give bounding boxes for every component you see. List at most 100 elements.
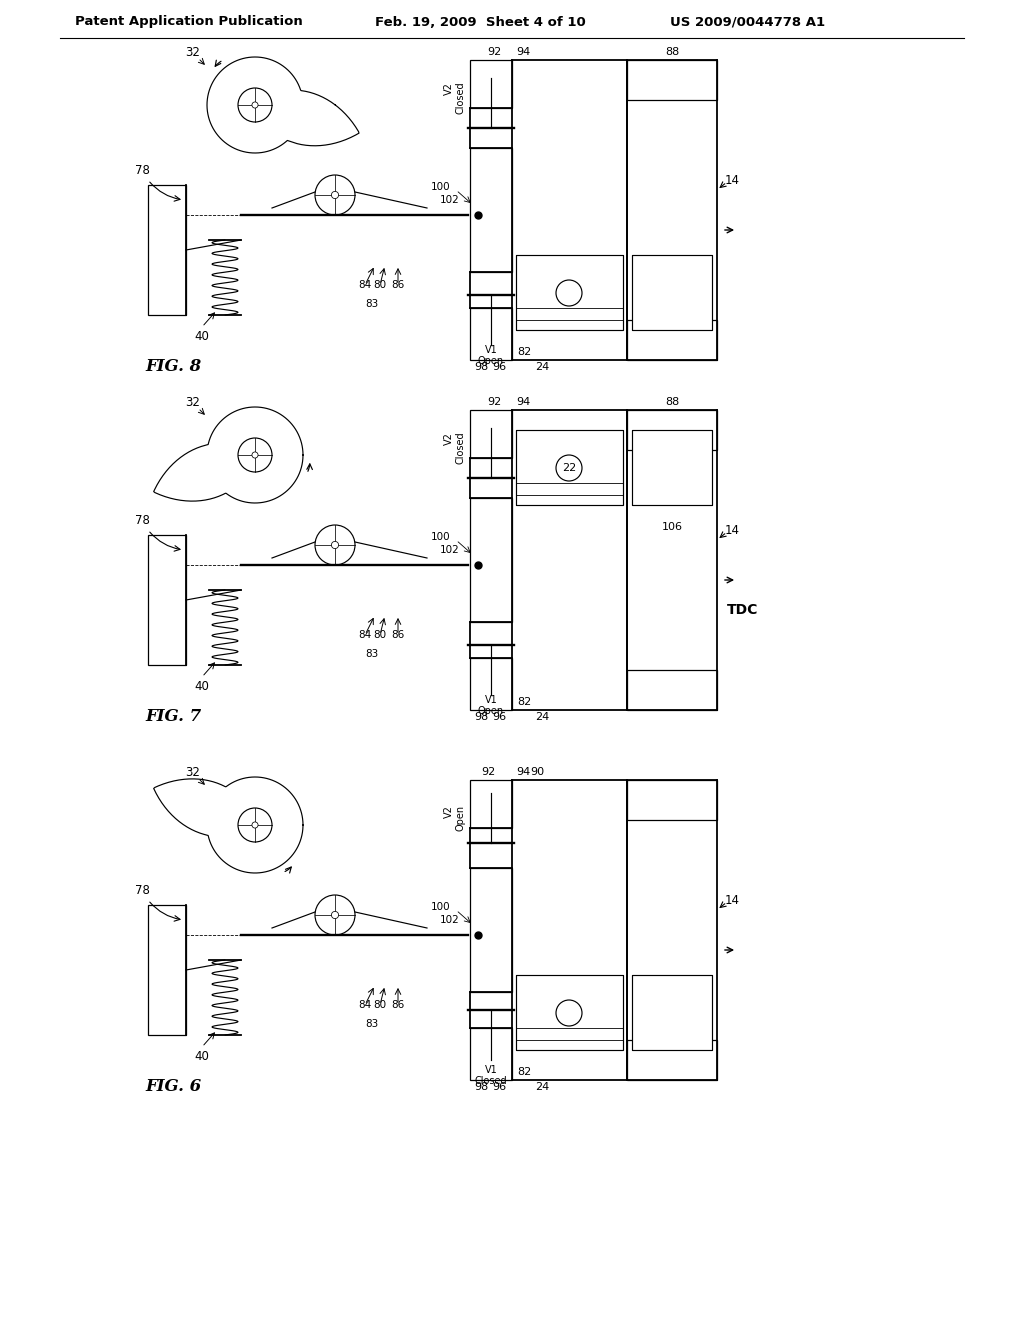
Bar: [632, 255, 712, 330]
Text: V1
Closed: V1 Closed: [475, 1065, 507, 1086]
Text: 84: 84: [358, 630, 372, 640]
Text: FIG. 6: FIG. 6: [145, 1078, 202, 1096]
Text: Patent Application Publication: Patent Application Publication: [75, 16, 303, 29]
Circle shape: [332, 191, 339, 198]
Text: 86: 86: [391, 280, 404, 290]
Text: 94: 94: [516, 397, 530, 407]
Bar: [516, 255, 623, 330]
Text: 98: 98: [474, 711, 488, 722]
Circle shape: [252, 451, 258, 458]
Text: 24: 24: [535, 711, 549, 722]
Text: 14: 14: [725, 173, 740, 186]
Bar: [470, 498, 512, 622]
Text: 86: 86: [391, 630, 404, 640]
Circle shape: [556, 455, 582, 480]
Bar: [632, 975, 712, 1049]
Text: 94: 94: [516, 48, 530, 57]
Bar: [470, 59, 512, 108]
Text: 86: 86: [391, 1001, 404, 1010]
Text: 14: 14: [725, 524, 740, 536]
Text: 88: 88: [665, 48, 679, 57]
Text: 92: 92: [481, 767, 496, 777]
Circle shape: [332, 911, 339, 919]
Text: 98: 98: [474, 362, 488, 372]
Text: 32: 32: [185, 767, 201, 780]
Circle shape: [238, 808, 272, 842]
Circle shape: [315, 895, 355, 935]
Circle shape: [238, 88, 272, 121]
Text: TDC: TDC: [727, 603, 759, 616]
Text: 32: 32: [185, 396, 201, 409]
Text: 22: 22: [562, 463, 577, 473]
Text: 80: 80: [374, 1001, 387, 1010]
Circle shape: [332, 541, 339, 549]
Text: 98: 98: [474, 1082, 488, 1092]
Text: 24: 24: [535, 1082, 549, 1092]
Text: 102: 102: [440, 915, 460, 925]
Text: V2
Closed: V2 Closed: [444, 432, 465, 465]
Text: 24: 24: [535, 362, 549, 372]
Text: V2
Closed: V2 Closed: [444, 82, 465, 115]
Bar: [516, 430, 623, 506]
Text: 88: 88: [665, 397, 679, 407]
Bar: [148, 535, 186, 665]
Text: 100: 100: [430, 532, 450, 543]
Bar: [470, 1028, 512, 1080]
Text: FIG. 8: FIG. 8: [145, 358, 202, 375]
Text: Feb. 19, 2009  Sheet 4 of 10: Feb. 19, 2009 Sheet 4 of 10: [375, 16, 586, 29]
Text: 82: 82: [517, 697, 531, 708]
Text: 94: 94: [516, 767, 530, 777]
Bar: [627, 59, 717, 100]
Text: US 2009/0044778 A1: US 2009/0044778 A1: [670, 16, 825, 29]
Bar: [470, 308, 512, 360]
Bar: [627, 780, 717, 820]
Text: 102: 102: [440, 195, 460, 205]
Bar: [470, 657, 512, 710]
Bar: [516, 975, 623, 1049]
Bar: [516, 255, 623, 330]
Bar: [627, 319, 717, 360]
Circle shape: [556, 1001, 582, 1026]
Text: 83: 83: [366, 1019, 379, 1030]
Text: 32: 32: [185, 46, 201, 59]
Bar: [627, 1040, 717, 1080]
Polygon shape: [154, 777, 303, 873]
Circle shape: [252, 102, 258, 108]
Circle shape: [315, 525, 355, 565]
Circle shape: [252, 822, 258, 828]
Circle shape: [315, 176, 355, 215]
Text: 82: 82: [517, 347, 531, 356]
Text: 102: 102: [440, 545, 460, 554]
Text: 78: 78: [134, 884, 150, 898]
Text: V1
Open: V1 Open: [478, 696, 504, 715]
Text: 96: 96: [492, 711, 506, 722]
Text: 80: 80: [374, 280, 387, 290]
Bar: [148, 906, 186, 1035]
Text: 96: 96: [492, 1082, 506, 1092]
Circle shape: [238, 438, 272, 473]
Text: 40: 40: [195, 1049, 210, 1063]
Text: V2
Open: V2 Open: [444, 805, 465, 832]
Bar: [516, 975, 623, 1049]
Bar: [627, 671, 717, 710]
Bar: [632, 430, 712, 506]
Text: 78: 78: [134, 164, 150, 177]
Text: FIG. 7: FIG. 7: [145, 708, 202, 725]
Bar: [470, 148, 512, 272]
Text: 40: 40: [195, 330, 210, 343]
Text: 100: 100: [430, 902, 450, 912]
Text: 14: 14: [725, 894, 740, 907]
Bar: [632, 430, 712, 506]
Bar: [470, 780, 512, 828]
Bar: [470, 869, 512, 993]
Text: V1
Open: V1 Open: [478, 345, 504, 366]
Polygon shape: [207, 57, 359, 153]
Text: 92: 92: [487, 397, 502, 407]
Text: 80: 80: [374, 630, 387, 640]
Text: 90: 90: [530, 767, 544, 777]
Polygon shape: [154, 407, 303, 503]
Text: 83: 83: [366, 649, 379, 659]
Text: 92: 92: [487, 48, 502, 57]
Bar: [632, 975, 712, 1049]
Bar: [516, 430, 623, 506]
